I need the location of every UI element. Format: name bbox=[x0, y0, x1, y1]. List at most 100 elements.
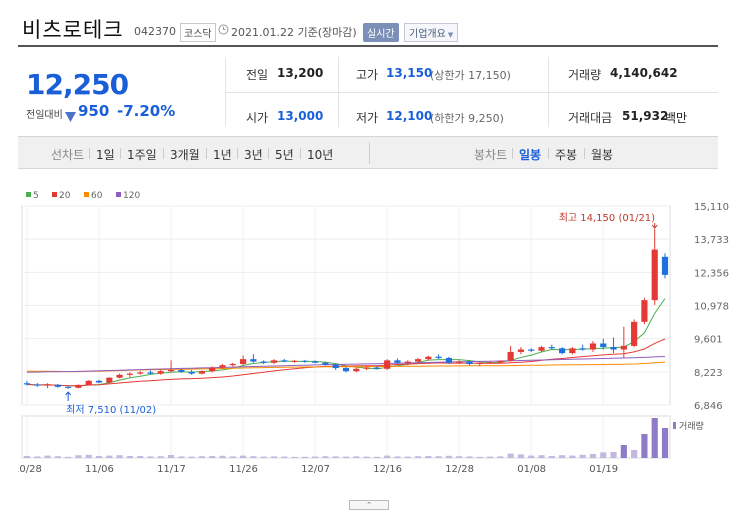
candle-body bbox=[178, 369, 185, 372]
y-tick-label: 12,356 bbox=[694, 268, 729, 279]
period-1y[interactable]: 1년 bbox=[213, 148, 232, 162]
period-3m[interactable]: 3개월 bbox=[170, 148, 200, 162]
volume-bar bbox=[75, 455, 82, 458]
divider bbox=[120, 148, 121, 159]
price-panel: 12,250 전일대비 950 -7.20% 전일 13,200 고가 13,1… bbox=[18, 47, 718, 137]
candle-body bbox=[229, 363, 236, 366]
volume-label: 거래량 bbox=[568, 68, 602, 82]
period-10y[interactable]: 10년 bbox=[307, 148, 334, 162]
candle-body bbox=[456, 361, 463, 363]
high-value: 13,150 bbox=[386, 66, 433, 80]
candle-body bbox=[538, 347, 545, 351]
volume-bar bbox=[229, 456, 236, 458]
period-1w[interactable]: 1주일 bbox=[127, 148, 157, 162]
chart-canvas[interactable]: 5 20 60 120 15,110 13,733 12,356 10,978 9,601 8,2… bbox=[13, 180, 730, 514]
x-tick-label: 10/28 bbox=[18, 464, 42, 475]
period-bar: 선차트 1일 1주일 3개월 1년 3년 5년 10년 봉차트 일봉 주봉 월봉 bbox=[18, 137, 718, 169]
company-overview-button[interactable]: 기업개요 ▼ bbox=[404, 23, 459, 42]
trade-value-unit: 백만 bbox=[665, 111, 688, 125]
trade-value-label: 거래대금 bbox=[568, 111, 613, 125]
volume-bar bbox=[600, 452, 607, 458]
legend-label: 60 bbox=[91, 191, 103, 201]
candle-body bbox=[661, 256, 669, 275]
candle-body bbox=[569, 348, 576, 354]
volume-bar bbox=[394, 456, 401, 458]
divider bbox=[369, 142, 370, 164]
volume-bar bbox=[476, 456, 483, 458]
legend-swatch bbox=[52, 192, 57, 197]
prev-close-label: 전일 bbox=[246, 68, 269, 82]
period-monthly[interactable]: 월봉 bbox=[591, 148, 614, 162]
volume-bar bbox=[178, 456, 185, 458]
candle-body bbox=[425, 356, 432, 360]
chart-scroll-handle[interactable]: ⌃ bbox=[349, 500, 389, 510]
legend-label: 5 bbox=[33, 191, 39, 201]
candle-body bbox=[157, 371, 164, 374]
low-value: 12,100 bbox=[386, 109, 433, 123]
candle-chart-title: 봉차트 bbox=[474, 148, 508, 162]
volume-legend-label: 거래량 bbox=[679, 420, 704, 432]
period-weekly[interactable]: 주봉 bbox=[555, 148, 578, 162]
candle-body bbox=[312, 361, 319, 363]
candle-body bbox=[414, 359, 422, 362]
volume-bar bbox=[661, 428, 669, 458]
high-annotation: 최고 14,150 (01/21) bbox=[559, 212, 655, 224]
change-label: 전일대비 bbox=[26, 110, 63, 121]
volume-bar bbox=[34, 456, 41, 458]
down-arrow-icon bbox=[65, 107, 76, 126]
volume-bar bbox=[445, 455, 452, 458]
volume-bar bbox=[414, 456, 422, 458]
stock-chart[interactable]: 5 20 60 120 15,110 13,733 12,356 10,978 9,601 8,2… bbox=[13, 180, 730, 514]
candle-body bbox=[373, 367, 380, 369]
x-tick-label: 12/28 bbox=[445, 464, 474, 475]
x-tick-label: 11/26 bbox=[229, 464, 258, 475]
candle-body bbox=[620, 345, 627, 350]
high-arrow bbox=[651, 224, 658, 229]
upper-limit: (상한가 17,150) bbox=[430, 69, 511, 82]
market-badge: 코스닥 bbox=[180, 23, 216, 42]
volume-bar bbox=[620, 445, 627, 458]
volume-bar bbox=[188, 456, 195, 458]
volume-frame bbox=[21, 415, 671, 459]
candle-body bbox=[270, 360, 278, 363]
volume-bar bbox=[559, 455, 566, 458]
realtime-button[interactable]: 실시간 bbox=[363, 23, 399, 42]
candle-body bbox=[240, 359, 247, 364]
y-tick-label: 8,223 bbox=[694, 368, 723, 379]
volume-bar bbox=[569, 455, 576, 458]
open-value: 13,000 bbox=[277, 109, 324, 123]
volume-bar bbox=[44, 455, 51, 458]
y-tick-label: 10,978 bbox=[694, 302, 729, 313]
candle-body bbox=[332, 364, 339, 369]
x-tick-label: 01/19 bbox=[589, 464, 618, 475]
volume-bar bbox=[373, 456, 380, 458]
candle-body bbox=[75, 384, 82, 388]
volume-bar bbox=[528, 455, 535, 458]
candle-body bbox=[106, 377, 113, 383]
volume-bar bbox=[260, 456, 267, 458]
period-1d[interactable]: 1일 bbox=[96, 148, 115, 162]
divider bbox=[225, 57, 226, 127]
candle-body bbox=[641, 300, 648, 322]
candle-body bbox=[600, 343, 607, 348]
candle-body bbox=[291, 360, 298, 362]
candle-body bbox=[188, 371, 195, 374]
volume-bar bbox=[384, 455, 391, 458]
divider bbox=[512, 148, 513, 159]
period-3y[interactable]: 3년 bbox=[244, 148, 263, 162]
candle-body bbox=[559, 348, 566, 354]
change-amount: 950 bbox=[78, 102, 110, 120]
divider bbox=[548, 57, 549, 127]
divider bbox=[268, 148, 269, 159]
period-5y[interactable]: 5년 bbox=[275, 148, 294, 162]
period-daily[interactable]: 일봉 bbox=[519, 148, 542, 162]
candle-body bbox=[517, 349, 525, 352]
volume-bar bbox=[363, 456, 370, 458]
candle-body bbox=[363, 367, 370, 369]
open-label: 시가 bbox=[246, 111, 269, 125]
volume-bar bbox=[250, 456, 257, 458]
ma-line-5 bbox=[26, 298, 666, 387]
candle-body bbox=[486, 362, 494, 364]
volume-bar bbox=[466, 456, 473, 458]
stock-name: 비츠로테크 bbox=[22, 18, 124, 42]
